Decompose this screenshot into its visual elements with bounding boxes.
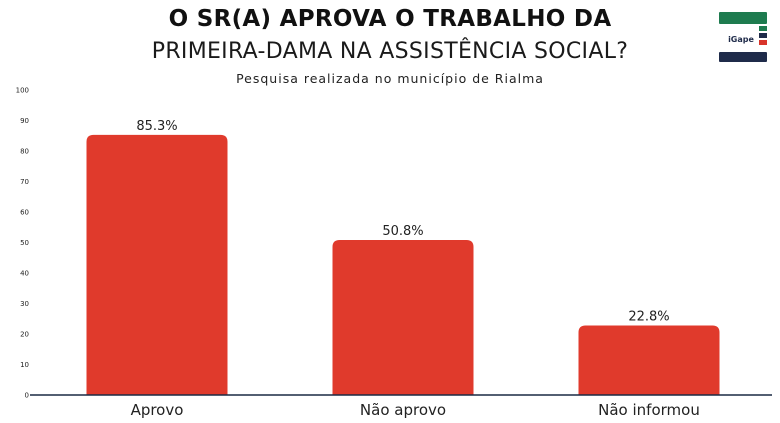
value-label: 22.8%: [628, 309, 669, 324]
y-tick-label: 100: [16, 87, 29, 95]
bar-aprovo: [86, 134, 228, 395]
y-axis-ticks: 0 10 20 30 40 50 60 70 80 90 100: [16, 87, 29, 400]
y-tick-label: 70: [20, 178, 29, 186]
logo-green-band: [719, 12, 767, 24]
y-tick-label: 40: [20, 270, 29, 278]
x-category-label: Aprovo: [131, 401, 184, 419]
value-labels: 85.3% 50.8% 22.8%: [136, 119, 669, 325]
y-tick-label: 90: [20, 117, 29, 125]
chart-title-line1: O SR(A) APROVA O TRABALHO DA: [168, 6, 612, 32]
chart-title-line2: PRIMEIRA-DAMA NA ASSISTÊNCIA SOCIAL?: [151, 39, 629, 64]
y-tick-label: 50: [20, 239, 29, 247]
logo-text: iGape: [728, 35, 754, 44]
y-tick-label: 10: [20, 361, 29, 369]
value-label: 50.8%: [382, 224, 423, 239]
y-tick-label: 20: [20, 331, 29, 339]
bars: [86, 134, 720, 395]
bar-n-o-aprovo: [332, 240, 474, 395]
y-tick-label: 60: [20, 209, 29, 217]
y-tick-label: 0: [25, 392, 29, 400]
chart-subtitle: Pesquisa realizada no município de Rialm…: [236, 71, 544, 86]
value-label: 85.3%: [136, 119, 177, 134]
y-tick-label: 30: [20, 300, 29, 308]
x-axis-categories: Aprovo Não aprovo Não informou: [131, 401, 700, 419]
y-tick-label: 80: [20, 148, 29, 156]
x-category-label: Não informou: [598, 401, 700, 419]
logo-navy-band: [719, 52, 767, 62]
igape-logo: iGape: [719, 12, 767, 62]
x-category-label: Não aprovo: [360, 401, 446, 419]
bar-n-o-informou: [578, 325, 720, 395]
